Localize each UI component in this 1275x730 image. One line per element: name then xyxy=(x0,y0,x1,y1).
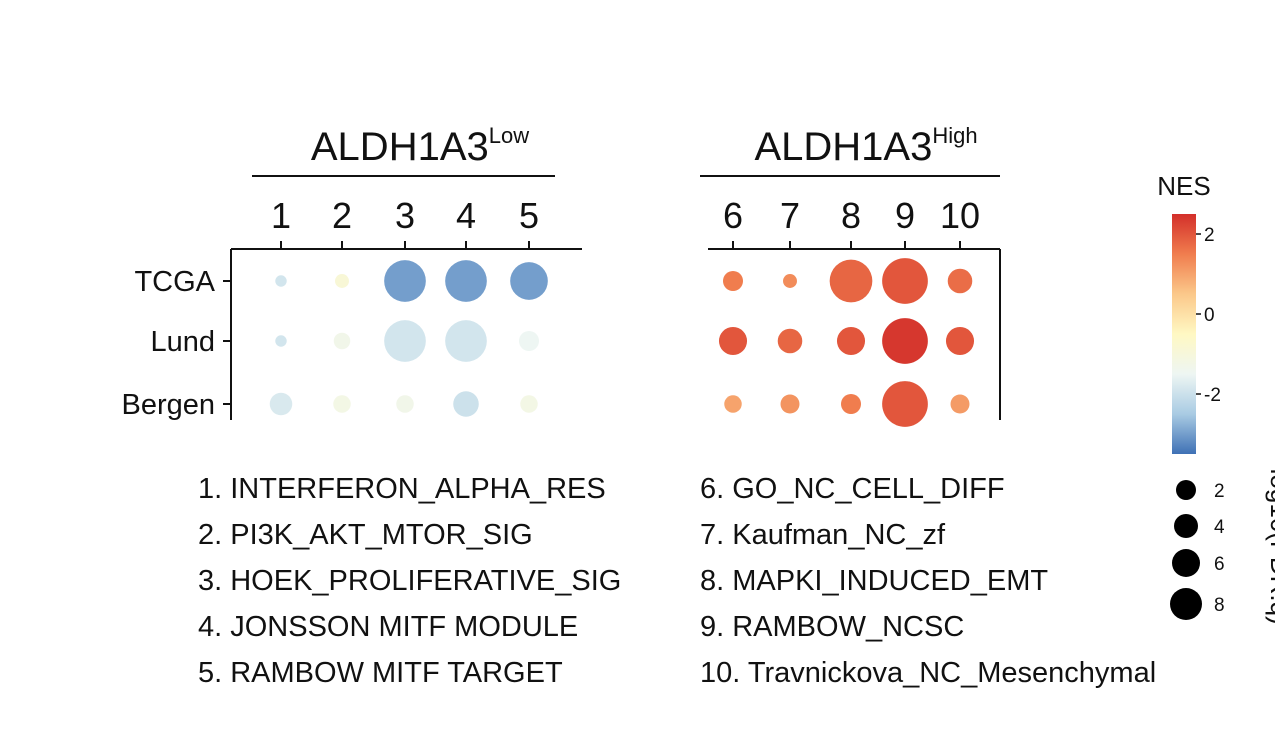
gene-set-list-right: 6. GO_NC_CELL_DIFF 7. Kaufman_NC_zf 8. M… xyxy=(700,466,1156,696)
size-legend-label: 4 xyxy=(1214,517,1225,538)
color-legend-title: NES xyxy=(1157,171,1210,201)
data-point xyxy=(384,320,426,362)
column-label: 8 xyxy=(841,195,861,236)
row-label: Lund xyxy=(150,326,215,358)
data-point xyxy=(836,326,866,356)
gene-set-label: 5. RAMBOW MITF TARGET xyxy=(198,657,563,689)
gene-set-list-left: 1. INTERFERON_ALPHA_RES 2. PI3K_AKT_MTOR… xyxy=(198,466,621,696)
data-point xyxy=(275,275,287,287)
gene-set-label: 4. JONSSON MITF MODULE xyxy=(198,611,579,643)
gene-set-label: 1. INTERFERON_ALPHA_RES xyxy=(198,473,606,505)
size-legend-label: 8 xyxy=(1214,595,1225,616)
row-label: Bergen xyxy=(121,389,215,421)
data-point xyxy=(777,328,803,354)
column-label: 9 xyxy=(895,195,915,236)
data-point xyxy=(333,395,351,413)
data-point xyxy=(510,262,548,300)
row-label: TCGA xyxy=(134,266,215,298)
data-point xyxy=(335,274,349,288)
data-point xyxy=(947,268,973,294)
group-title: ALDH1A3Low xyxy=(311,123,529,169)
data-point xyxy=(882,258,928,304)
size-legend-dot xyxy=(1172,549,1200,577)
gene-set-label: 8. MAPKI_INDUCED_EMT xyxy=(700,565,1049,597)
color-bar-tick-label: 2 xyxy=(1204,225,1215,246)
column-label: 4 xyxy=(456,195,476,236)
data-point xyxy=(724,395,742,413)
data-point xyxy=(722,270,744,292)
color-bar-tick-label: 0 xyxy=(1204,305,1215,326)
data-point xyxy=(718,326,748,356)
data-point xyxy=(518,330,540,352)
data-point xyxy=(840,393,862,415)
gene-set-label: 7. Kaufman_NC_zf xyxy=(700,519,946,551)
column-label: 5 xyxy=(519,195,539,236)
data-point xyxy=(333,332,351,350)
column-label: 6 xyxy=(723,195,743,236)
data-point xyxy=(520,395,538,413)
gene-set-label: 2. PI3K_AKT_MTOR_SIG xyxy=(198,519,533,551)
size-legend-title: -log10(FDR.q) xyxy=(1265,460,1275,625)
column-label: 3 xyxy=(395,195,415,236)
size-legend-dot xyxy=(1170,588,1202,620)
data-point xyxy=(384,260,426,302)
data-point xyxy=(882,318,928,364)
data-point xyxy=(780,394,800,414)
gene-set-label: 6. GO_NC_CELL_DIFF xyxy=(700,473,1005,505)
group-title: ALDH1A3High xyxy=(754,123,977,169)
data-point xyxy=(275,335,287,347)
data-point xyxy=(783,274,797,288)
gene-set-label: 10. Travnickova_NC_Mesenchymal xyxy=(700,657,1157,689)
data-point xyxy=(950,394,970,414)
data-point xyxy=(396,395,414,413)
data-point xyxy=(829,259,873,303)
color-bar xyxy=(1172,214,1196,454)
column-label: 1 xyxy=(271,195,291,236)
size-legend-label: 2 xyxy=(1214,481,1225,502)
column-label: 10 xyxy=(940,195,980,236)
data-point xyxy=(882,381,928,427)
size-legend-dot xyxy=(1176,480,1196,500)
gene-set-label: 9. RAMBOW_NCSC xyxy=(700,611,965,643)
size-legend-label: 6 xyxy=(1214,554,1225,575)
size-legend-dot xyxy=(1174,514,1198,538)
data-point xyxy=(453,391,479,417)
data-point xyxy=(945,326,975,356)
gene-set-label: 3. HOEK_PROLIFERATIVE_SIG xyxy=(198,565,622,597)
color-bar-tick-label: -2 xyxy=(1204,385,1221,406)
column-label: 2 xyxy=(332,195,352,236)
data-point xyxy=(269,392,293,416)
data-point xyxy=(445,320,487,362)
column-label: 7 xyxy=(780,195,800,236)
data-point xyxy=(445,260,487,302)
